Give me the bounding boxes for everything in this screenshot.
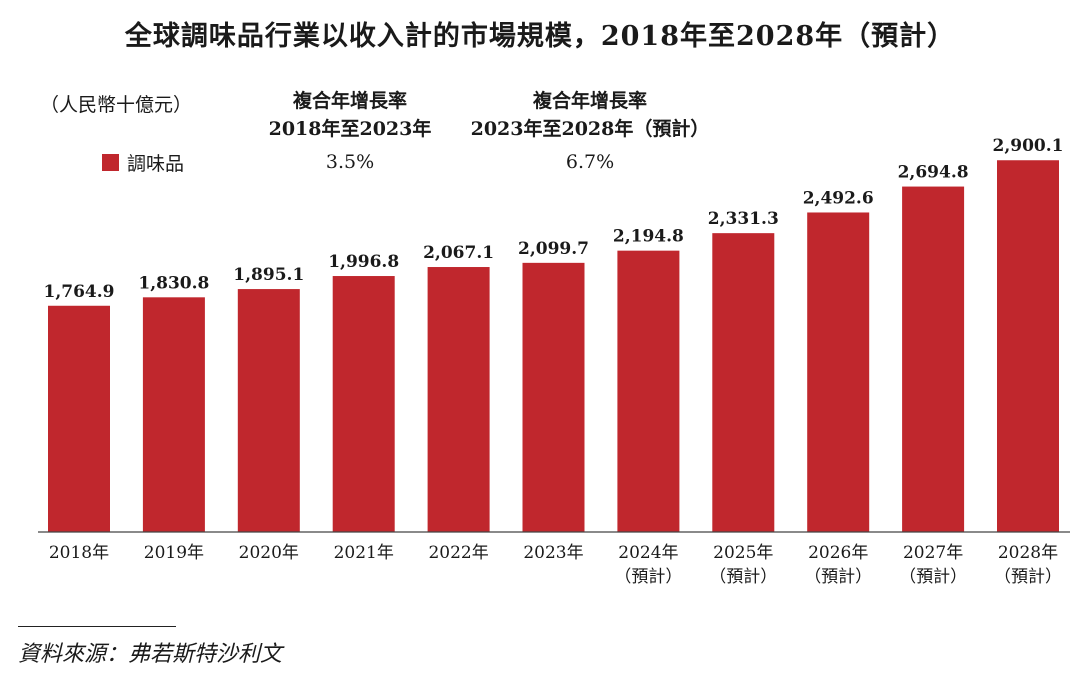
bar-value-label: 2,492.6 [803,188,874,208]
bar [48,305,110,532]
cagr-2023-2028: 複合年增長率 2023年至2028年（預計） 6.7% [450,87,730,176]
cagr-header-line1: 複合年增長率 [292,90,407,112]
legend-label: 調味品 [127,153,185,175]
bar-value-label: 2,694.8 [898,163,969,183]
source-divider [18,626,176,627]
x-tick-label: （預計） [994,567,1062,587]
bar [902,186,965,532]
x-tick-label: 2022年 [428,543,488,563]
bar [712,233,775,532]
unit-label: （人民幣十億元） [40,94,193,116]
bar-value-label: 1,895.1 [233,265,304,285]
bar [617,250,680,533]
bar [332,276,395,532]
bar-value-label: 2,067.1 [423,243,494,263]
x-tick-label: 2023年 [523,543,583,563]
cagr-header-line2: 2023年至2028年（預計） [470,118,710,140]
bar [427,267,490,532]
x-tick-label: 2019年 [144,543,204,563]
bar-value-label: 2,099.7 [518,239,589,259]
x-tick-label: 2025年 [713,543,773,563]
cagr-2018-2023: 複合年增長率 2018年至2023年 3.5% [240,87,460,176]
x-tick-label: 2027年 [903,543,963,563]
bar-value-label: 2,194.8 [613,227,684,247]
legend: 調味品 [102,149,184,176]
bar-value-label: 2,900.1 [993,136,1064,156]
x-tick-label: （預計） [899,567,967,587]
cagr-value: 3.5% [325,151,375,173]
x-tick-label: 2020年 [239,543,299,563]
x-tick-label: 2028年 [998,543,1058,563]
bar [807,212,870,532]
bar [142,297,205,532]
cagr-header-line2: 2018年至2023年 [268,118,432,140]
source-note: 資料來源：弗若斯特沙利文 [18,642,283,667]
bar-value-label: 1,764.9 [44,282,115,302]
chart-title: 全球調味品行業以收入計的市場規模，2018年至2028年（預計） [124,21,956,52]
bar-value-label: 1,830.8 [138,273,209,293]
bar [237,289,300,532]
x-tick-label: （預計） [709,567,777,587]
bar-value-label: 2,331.3 [708,209,779,229]
x-tick-label: （預計） [804,567,872,587]
cagr-header-line1: 複合年增長率 [532,90,647,112]
x-tick-label: （預計） [614,567,682,587]
x-tick-label: 2026年 [808,543,868,563]
bar-value-label: 1,996.8 [328,252,399,272]
x-tick-label: 2024年 [618,543,678,563]
bar [997,160,1059,532]
x-tick-label: 2021年 [334,543,394,563]
cagr-value: 6.7% [565,151,615,173]
x-tick-label: 2018年 [49,543,109,563]
legend-swatch [102,154,119,171]
bar [522,262,585,532]
